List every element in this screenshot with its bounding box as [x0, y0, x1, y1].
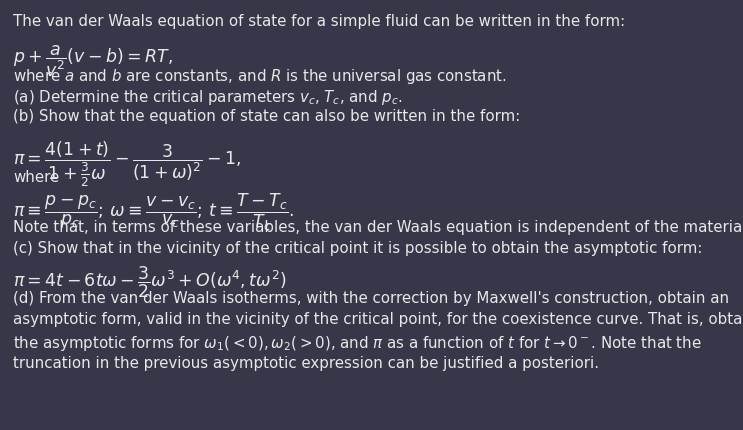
Text: where: where [13, 170, 59, 185]
Text: (c) Show that in the vicinity of the critical point it is possible to obtain the: (c) Show that in the vicinity of the cri… [13, 240, 703, 255]
Text: (a) Determine the critical parameters $v_c$, $T_c$, and $p_c$.: (a) Determine the critical parameters $v… [13, 88, 403, 107]
Text: where $a$ and $b$ are constants, and $R$ is the universal gas constant.: where $a$ and $b$ are constants, and $R$… [13, 67, 507, 86]
Text: the asymptotic forms for $\omega_1(< 0), \omega_2(> 0)$, and $\pi$ as a function: the asymptotic forms for $\omega_1(< 0),… [13, 333, 702, 352]
Text: $\pi \equiv \dfrac{p-p_c}{p_c};\, \omega \equiv \dfrac{v-v_c}{v_c};\, t \equiv \: $\pi \equiv \dfrac{p-p_c}{p_c};\, \omega… [13, 191, 295, 233]
Text: asymptotic form, valid in the vicinity of the critical point, for the coexistenc: asymptotic form, valid in the vicinity o… [13, 312, 743, 327]
Text: $p + \dfrac{a}{v^2}(v - b) = RT,$: $p + \dfrac{a}{v^2}(v - b) = RT,$ [13, 43, 173, 78]
Text: (b) Show that the equation of state can also be written in the form:: (b) Show that the equation of state can … [13, 109, 521, 124]
Text: The van der Waals equation of state for a simple fluid can be written in the for: The van der Waals equation of state for … [13, 14, 626, 29]
Text: (d) From the van der Waals isotherms, with the correction by Maxwell's construct: (d) From the van der Waals isotherms, wi… [13, 290, 730, 305]
Text: Note that, in terms of these variables, the van der Waals equation is independen: Note that, in terms of these variables, … [13, 219, 743, 234]
Text: $\pi = 4t - 6t\omega - \dfrac{3}{2}\omega^3 + O(\omega^4, t\omega^2)$: $\pi = 4t - 6t\omega - \dfrac{3}{2}\omeg… [13, 264, 287, 300]
Text: $\pi = \dfrac{4(1+t)}{1+\frac{3}{2}\omega} - \dfrac{3}{(1+\omega)^2} - 1,$: $\pi = \dfrac{4(1+t)}{1+\frac{3}{2}\omeg… [13, 140, 241, 189]
Text: truncation in the previous asymptotic expression can be justified a posteriori.: truncation in the previous asymptotic ex… [13, 355, 600, 370]
